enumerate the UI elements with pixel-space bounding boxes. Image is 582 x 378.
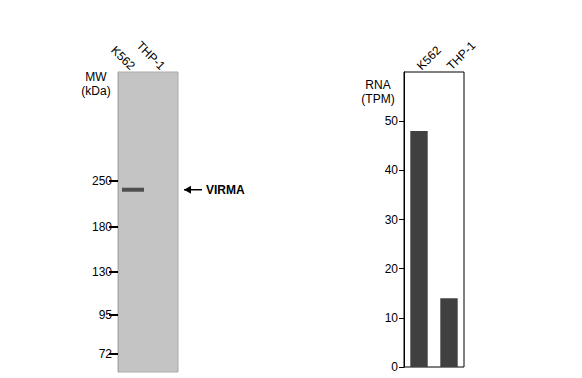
- svg-text:RNA: RNA: [365, 78, 390, 92]
- svg-text:10: 10: [385, 311, 399, 325]
- svg-text:VIRMA: VIRMA: [206, 183, 245, 197]
- svg-text:30: 30: [385, 213, 399, 227]
- svg-text:MW: MW: [85, 70, 107, 84]
- svg-text:THP-1: THP-1: [134, 39, 169, 74]
- svg-text:180: 180: [92, 220, 112, 234]
- svg-text:40: 40: [385, 163, 399, 177]
- svg-text:250: 250: [92, 174, 112, 188]
- svg-text:0: 0: [391, 360, 398, 374]
- svg-text:(kDa): (kDa): [81, 84, 110, 98]
- svg-text:130: 130: [92, 265, 112, 279]
- svg-text:(TPM): (TPM): [361, 92, 394, 106]
- svg-text:THP-1: THP-1: [444, 38, 479, 73]
- svg-text:50: 50: [385, 114, 399, 128]
- svg-text:K562: K562: [108, 43, 138, 73]
- svg-text:20: 20: [385, 262, 399, 276]
- svg-text:72: 72: [99, 347, 113, 361]
- svg-text:95: 95: [99, 308, 113, 322]
- svg-text:K562: K562: [414, 43, 444, 73]
